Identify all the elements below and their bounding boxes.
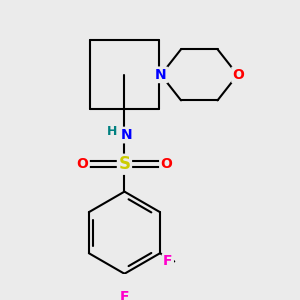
Text: O: O bbox=[160, 157, 172, 171]
Text: H: H bbox=[106, 125, 117, 138]
Text: N: N bbox=[155, 68, 167, 82]
Text: O: O bbox=[76, 157, 88, 171]
Text: F: F bbox=[163, 254, 172, 268]
Text: O: O bbox=[232, 68, 244, 82]
Text: F: F bbox=[120, 290, 129, 300]
Text: S: S bbox=[118, 155, 130, 173]
Text: N: N bbox=[121, 128, 132, 142]
